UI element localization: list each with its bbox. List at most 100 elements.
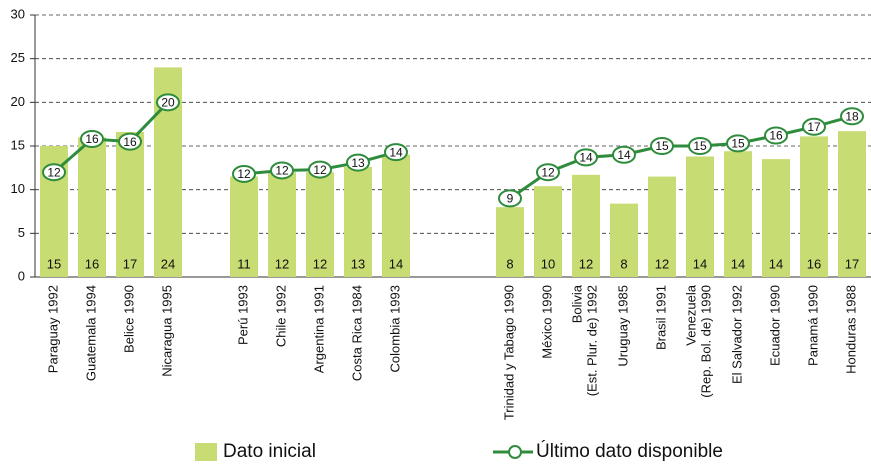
line-marker: [688, 137, 712, 155]
line-marker: [384, 143, 408, 162]
bar: [762, 159, 790, 277]
x-tick-label: Bolivia(Est. Plur. de) 1992: [570, 284, 600, 396]
legend-label: Dato inicial: [223, 441, 316, 462]
line-value-label: 16: [123, 135, 137, 149]
x-tick-label: México 1990: [539, 285, 554, 359]
bar-value-label: 16: [807, 256, 821, 271]
line-value-label: 15: [655, 139, 669, 153]
bar: [78, 137, 106, 277]
legend-swatch: [195, 443, 217, 461]
bar: [344, 166, 372, 277]
bar: [382, 154, 410, 277]
line-value-label: 18: [845, 109, 859, 123]
x-tick-label: Trinidad y Tabago 1990: [501, 285, 516, 420]
bar-value-label: 12: [275, 256, 289, 271]
x-tick-label: Honduras 1988: [843, 285, 858, 374]
x-tick-label: Uruguay 1985: [615, 285, 630, 367]
x-tick-label: Ecuador 1990: [767, 285, 782, 366]
bar: [686, 156, 714, 277]
line-value-label: 20: [161, 96, 175, 110]
bar-value-label: 8: [506, 256, 513, 271]
y-tick-label: 30: [11, 6, 25, 21]
line-value-label: 12: [237, 167, 251, 181]
bar: [724, 151, 752, 277]
line-value-label: 15: [731, 137, 745, 151]
y-tick-label: 25: [11, 50, 25, 65]
bar-value-label: 15: [47, 256, 61, 271]
bar-value-label: 13: [351, 256, 365, 271]
x-tick-label-line: Bolivia: [570, 284, 585, 323]
line-marker: [764, 126, 788, 145]
line-marker: [650, 137, 674, 155]
line-marker: [270, 161, 294, 180]
line-marker: [156, 93, 180, 112]
x-tick-label: Chile 1992: [273, 285, 288, 347]
x-tick-label: Panamá 1990: [805, 285, 820, 366]
line-marker: [232, 164, 256, 183]
line-marker: [346, 153, 370, 172]
line-marker: [80, 130, 104, 149]
line-marker: [498, 189, 522, 208]
bar-value-label: 24: [161, 256, 175, 271]
line: [53, 101, 170, 174]
line-value-label: 12: [47, 165, 61, 179]
bar-value-label: 17: [845, 256, 859, 271]
bar-value-label: 12: [313, 256, 327, 271]
y-tick-label: 15: [11, 137, 25, 152]
line-value-label: 12: [313, 163, 327, 177]
y-tick-label: 20: [11, 94, 25, 109]
y-tick-label: 5: [18, 225, 25, 240]
line-value-label: 17: [807, 120, 821, 134]
bar-value-label: 10: [541, 256, 555, 271]
line-marker: [42, 163, 66, 182]
bar-value-label: 17: [123, 256, 137, 271]
bar: [610, 203, 638, 277]
x-tick-label: Guatemala 1994: [83, 285, 98, 381]
x-tick-label: Venezuela(Rep. Bol. de) 1990: [684, 284, 714, 397]
line-value-label: 16: [769, 129, 783, 143]
bar: [268, 172, 296, 277]
x-tick-label: Paraguay 1992: [45, 285, 60, 373]
bar: [306, 172, 334, 277]
x-tick-label: El Salvador 1992: [729, 285, 744, 384]
line-value-label: 9: [507, 192, 514, 206]
line-marker: [726, 134, 750, 153]
line-value-label: 14: [617, 148, 631, 162]
line-marker: [574, 148, 598, 167]
y-tick-label: 0: [18, 268, 25, 283]
line-value-label: 14: [579, 151, 593, 165]
bar: [534, 186, 562, 277]
line-value-label: 13: [351, 156, 365, 170]
bar: [648, 176, 676, 277]
line-value-label: 12: [275, 164, 289, 178]
bar: [496, 207, 524, 277]
bar-value-label: 12: [655, 256, 669, 271]
legend-marker: [508, 445, 522, 459]
bar: [116, 132, 144, 277]
line-marker: [840, 107, 864, 126]
line-value-label: 15: [693, 139, 707, 153]
x-tick-label-line: (Rep. Bol. de) 1990: [699, 285, 714, 398]
line-marker: [308, 160, 332, 179]
line-marker: [536, 163, 560, 182]
bar: [572, 174, 600, 277]
bar: [838, 131, 866, 277]
line: [509, 114, 853, 200]
y-tick-label: 10: [11, 181, 25, 196]
bar-value-label: 14: [389, 256, 403, 271]
x-tick-label-line: Venezuela: [684, 284, 699, 345]
x-tick-label: Perú 1993: [235, 285, 250, 345]
bar-value-label: 16: [85, 256, 99, 271]
x-tick-label: Nicaragua 1995: [159, 285, 174, 377]
line-value-label: 16: [85, 132, 99, 146]
line-value-label: 12: [541, 165, 555, 179]
line-marker: [612, 145, 636, 164]
x-tick-label: Costa Rica 1984: [349, 285, 364, 381]
bar: [230, 176, 258, 277]
line-marker: [118, 132, 142, 151]
x-tick-label: Brasil 1991: [653, 285, 668, 350]
bar: [800, 136, 828, 277]
bar-value-label: 14: [693, 256, 707, 271]
bar-value-label: 12: [579, 256, 593, 271]
